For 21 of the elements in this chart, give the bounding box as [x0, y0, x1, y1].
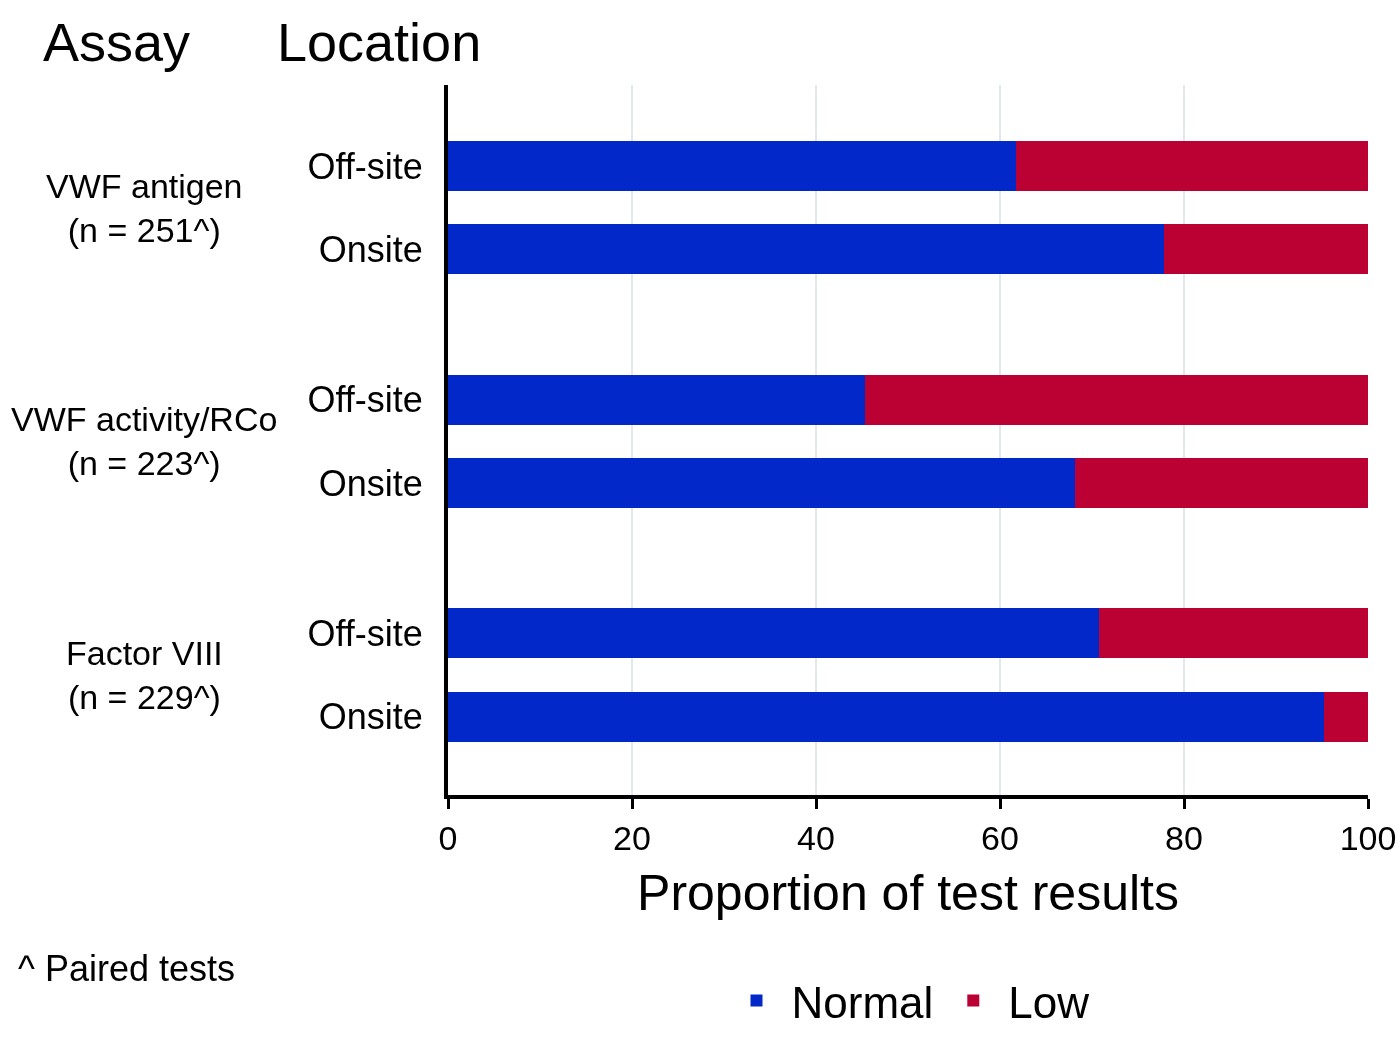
text: VWF activity/RCo (n = 223^): [11, 400, 278, 483]
y-tick-label: Onsite: [318, 696, 423, 738]
text: Location: [277, 12, 482, 72]
text: ^ Paired tests: [18, 948, 235, 989]
x-axis-title: Proportion of test results: [637, 864, 1179, 921]
text: VWF antigen (n = 251^): [46, 167, 243, 250]
text: Assay: [43, 12, 191, 72]
y-tick-label: Onsite: [318, 462, 423, 504]
legend-label: Low: [1008, 977, 1090, 1027]
x-tick-label: 20: [613, 818, 651, 857]
y-tick-label: Off-site: [307, 379, 423, 421]
y-tick-label: Off-site: [307, 612, 423, 654]
y-tick-label: Onsite: [318, 228, 423, 270]
x-tick-label: 80: [1165, 818, 1203, 857]
x-tick-label: 40: [797, 818, 835, 857]
x-tick-label: 60: [981, 818, 1019, 857]
text: Factor VIII (n = 229^): [66, 634, 223, 717]
legend-label: Normal: [791, 977, 934, 1027]
y-tick-label: Off-site: [307, 145, 423, 187]
x-tick-label: 0: [438, 818, 458, 857]
x-tick-label: 100: [1339, 818, 1397, 857]
